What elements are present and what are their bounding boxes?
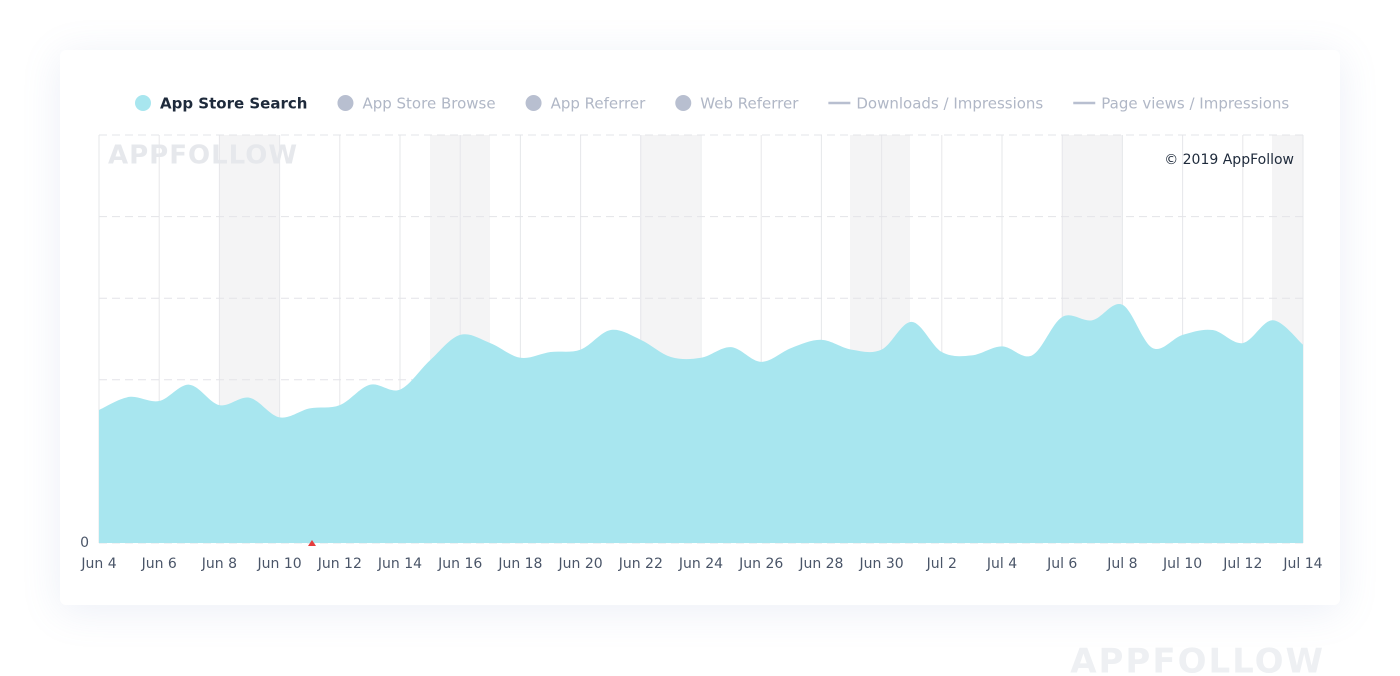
area [99, 303, 1303, 543]
x-tick-label: Jul 8 [1106, 556, 1137, 572]
x-tick-label: Jul 14 [1282, 556, 1322, 572]
copyright: © 2019 AppFollow [1164, 152, 1294, 168]
legend-label[interactable]: Downloads / Impressions [856, 95, 1043, 113]
plot [99, 303, 1303, 543]
x-tick-label: Jun 6 [141, 556, 177, 572]
y-tick-label: 0 [80, 535, 89, 551]
legend-marker [525, 95, 542, 111]
x-tick-label: Jun 10 [257, 556, 302, 572]
x-tick-label: Jun 14 [377, 556, 422, 572]
event-marker [308, 540, 316, 546]
x-tick-label: Jun 12 [317, 556, 362, 572]
x-tick-label: Jul 2 [926, 556, 957, 572]
x-tick-label: Jul 12 [1222, 556, 1262, 572]
watermark: APPFOLLOW [108, 141, 298, 171]
legend-marker [675, 95, 692, 111]
legend-marker [337, 95, 354, 111]
footer-watermark: APPFOLLOW [1070, 642, 1325, 676]
legend-label[interactable]: App Store Search [160, 95, 307, 113]
x-tick-label: Jun 30 [859, 556, 904, 572]
legend-label[interactable]: Web Referrer [700, 95, 799, 113]
x-tick-label: Jul 10 [1162, 556, 1202, 572]
x-tick-label: Jun 24 [678, 556, 723, 572]
legend-label[interactable]: App Store Browse [362, 95, 495, 113]
legend: App Store Search App Store Browse App Refe… [135, 95, 1289, 113]
legend-marker [135, 95, 151, 111]
x-tick-label: Jul 6 [1046, 556, 1077, 572]
x-tick-label: Jun 22 [618, 556, 663, 572]
legend-label[interactable]: App Referrer [551, 95, 647, 113]
x-tick-label: Jun 4 [80, 556, 116, 572]
x-tick-label: Jun 8 [201, 556, 237, 572]
x-tick-label: Jun 20 [558, 556, 603, 572]
x-tick-label: Jun 26 [738, 556, 783, 572]
x-tick-label: Jun 16 [437, 556, 482, 572]
legend-label[interactable]: Page views / Impressions [1101, 95, 1289, 113]
x-tick-label: Jun 28 [798, 556, 843, 572]
x-tick-label: Jul 4 [986, 556, 1017, 572]
x-tick-label: Jun 18 [497, 556, 542, 572]
